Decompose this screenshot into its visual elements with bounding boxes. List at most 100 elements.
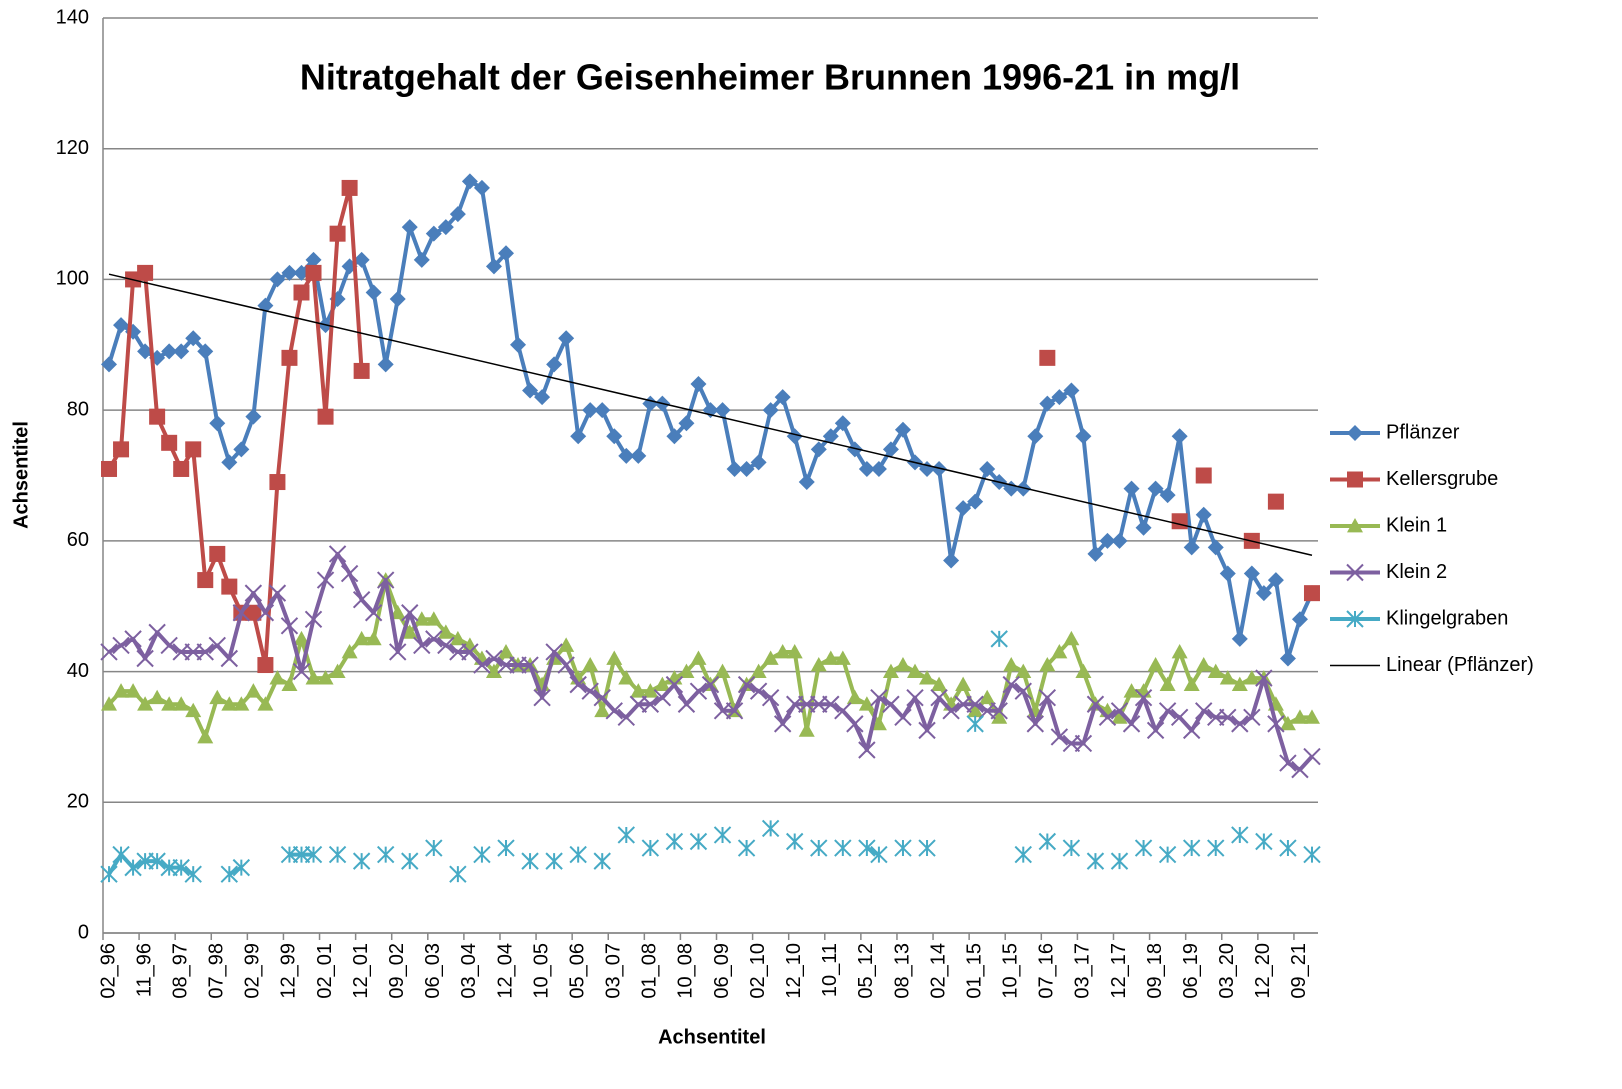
- marker: [749, 682, 768, 700]
- marker: [1171, 643, 1188, 659]
- marker: [1147, 480, 1164, 497]
- marker: [1279, 650, 1296, 667]
- marker: [233, 696, 250, 711]
- x-tick-label: 01_08: [639, 943, 661, 999]
- marker: [1303, 709, 1320, 724]
- marker: [185, 330, 202, 347]
- marker: [725, 702, 744, 720]
- marker: [221, 696, 238, 711]
- marker: [413, 636, 431, 655]
- x-tick-label: 05_06: [566, 943, 588, 999]
- marker: [1291, 611, 1308, 628]
- marker: [449, 630, 466, 646]
- marker: [232, 604, 251, 622]
- marker: [967, 702, 984, 718]
- marker: [292, 662, 311, 681]
- marker: [1158, 845, 1177, 864]
- marker: [137, 343, 154, 360]
- trend-line: [108, 273, 1313, 556]
- marker: [1159, 676, 1176, 692]
- marker: [244, 584, 263, 602]
- marker: [220, 865, 239, 883]
- marker: [1086, 852, 1105, 870]
- marker: [582, 657, 599, 672]
- legend-label: Klein 2: [1386, 561, 1447, 583]
- marker: [761, 689, 780, 707]
- marker: [1303, 585, 1320, 602]
- marker: [966, 695, 984, 713]
- marker: [1303, 845, 1321, 864]
- marker: [1159, 487, 1176, 504]
- marker: [533, 689, 551, 707]
- marker: [497, 643, 514, 659]
- marker: [1099, 532, 1116, 549]
- x-tick-label: 10_08: [675, 943, 697, 999]
- marker: [269, 474, 286, 491]
- marker: [689, 832, 708, 851]
- marker: [413, 611, 430, 626]
- marker: [485, 258, 502, 275]
- x-tick-label: 12_20: [1252, 943, 1274, 999]
- marker: [124, 858, 142, 877]
- marker: [125, 323, 142, 340]
- marker: [810, 441, 827, 458]
- marker: [738, 460, 755, 477]
- marker: [762, 650, 779, 665]
- marker: [1255, 585, 1272, 602]
- marker: [642, 683, 659, 698]
- marker: [955, 676, 972, 692]
- marker: [316, 571, 335, 589]
- x-tick-label: 06_03: [422, 943, 444, 999]
- marker: [293, 284, 310, 301]
- marker: [1051, 389, 1068, 406]
- marker: [558, 330, 575, 347]
- marker: [882, 441, 899, 458]
- marker: [341, 643, 358, 659]
- marker: [437, 219, 454, 236]
- marker: [401, 852, 419, 870]
- marker: [1026, 715, 1045, 733]
- legend-label: Klein 1: [1386, 514, 1447, 536]
- marker: [1123, 683, 1140, 698]
- marker: [570, 428, 587, 445]
- marker: [882, 663, 899, 678]
- marker: [630, 447, 647, 464]
- legend-marker: [1347, 471, 1363, 488]
- marker: [364, 604, 383, 622]
- marker: [1135, 519, 1152, 536]
- marker: [1063, 382, 1080, 399]
- marker: [269, 271, 286, 288]
- marker: [1111, 532, 1128, 549]
- legend-label: Klingelgraben: [1386, 607, 1508, 629]
- legend-label: Linear (Pflänzer): [1386, 654, 1534, 676]
- marker: [858, 741, 876, 759]
- marker: [1014, 845, 1032, 864]
- marker: [594, 402, 611, 419]
- marker: [846, 441, 863, 458]
- marker: [389, 291, 406, 308]
- marker: [834, 650, 851, 665]
- marker: [918, 839, 936, 857]
- marker: [473, 656, 491, 674]
- marker: [101, 460, 118, 477]
- marker: [534, 389, 551, 406]
- marker: [221, 578, 238, 595]
- marker: [1158, 702, 1177, 720]
- x-tick-label: 12_04: [494, 943, 516, 999]
- chart-title: Nitratgehalt der Geisenheimer Brunnen 19…: [300, 57, 1240, 98]
- marker: [185, 441, 202, 458]
- x-tick-label: 06_19: [1180, 943, 1202, 999]
- marker: [209, 415, 226, 432]
- marker: [773, 715, 792, 733]
- marker: [1171, 428, 1188, 445]
- marker: [425, 611, 442, 626]
- marker: [1243, 708, 1261, 727]
- marker: [305, 264, 322, 281]
- marker: [425, 225, 442, 242]
- marker: [497, 245, 514, 262]
- marker: [1207, 663, 1224, 678]
- x-tick-label: 08_97: [169, 943, 191, 999]
- marker: [593, 852, 611, 870]
- marker: [268, 584, 287, 602]
- marker: [1195, 702, 1213, 720]
